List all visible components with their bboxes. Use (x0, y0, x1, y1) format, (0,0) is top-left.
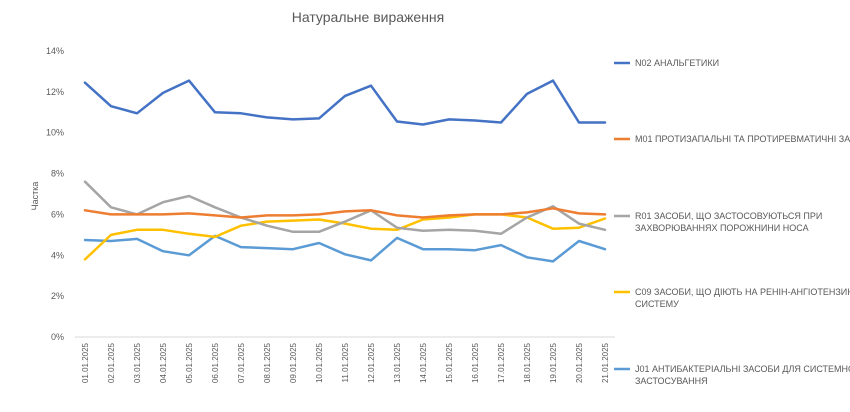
x-tick-label: 02.01.2025 (107, 342, 116, 383)
legend-label: N02 АНАЛЬГЕТИКИ (635, 58, 719, 68)
x-tick-label: 05.01.2025 (185, 342, 194, 383)
legend: N02 АНАЛЬГЕТИКИ M01 ПРОТИЗАПАЛЬНІ ТА ПРОТ… (614, 58, 850, 386)
legend-label: J01 АНТИБАКТЕРІАЛЬНІ ЗАСОБИ ДЛЯ СИСТЕМНО… (635, 364, 850, 374)
legend-label: R01 ЗАСОБИ, ЩО ЗАСТОСОВУЮТЬСЯ ПРИ (635, 211, 822, 221)
x-tick-label: 21.01.2025 (601, 342, 610, 383)
y-axis-title: Частка (30, 182, 40, 211)
x-tick-label: 12.01.2025 (367, 342, 376, 383)
x-tick-label: 08.01.2025 (263, 342, 272, 383)
x-tick-label: 18.01.2025 (523, 342, 532, 383)
x-tick-label: 17.01.2025 (497, 342, 506, 383)
x-tick-label: 14.01.2025 (419, 342, 428, 383)
x-tick-label: 15.01.2025 (445, 342, 454, 383)
x-tick-label: 03.01.2025 (133, 342, 142, 383)
series-line-4 (83, 213, 607, 261)
series-line-5 (83, 234, 607, 263)
x-tick-label: 11.01.2025 (341, 342, 350, 382)
y-tick-label: 6% (51, 209, 64, 219)
series-line-1 (83, 79, 607, 126)
legend-label: M01 ПРОТИЗАПАЛЬНІ ТА ПРОТИРЕВМАТИЧНІ ЗАС… (635, 134, 850, 144)
y-tick-label: 4% (51, 250, 64, 260)
legend-label: ЗАСТОСУВАННЯ (635, 376, 708, 386)
y-tick-label: 0% (51, 332, 64, 342)
y-tick-label: 2% (51, 291, 64, 301)
x-tick-label: 01.01.2025 (81, 342, 90, 383)
x-tick-label: 07.01.2025 (237, 342, 246, 383)
plot-area: 0% 2% 4% 6% 8% 10% 12% 14% 01.01.2025 02.01.2025 0… (46, 46, 615, 383)
legend-label: C09 ЗАСОБИ, ЩО ДІЮТЬ НА РЕНІН-АНГІОТЕНЗИ… (635, 287, 850, 297)
x-tick-label: 20.01.2025 (575, 342, 584, 383)
chart-title: Натуральне вираження (292, 9, 444, 25)
x-tick-label: 16.01.2025 (471, 342, 480, 383)
y-tick-label: 10% (46, 128, 64, 138)
x-tick-label: 19.01.2025 (549, 342, 558, 383)
series-line-3 (83, 180, 607, 236)
x-tick-label: 04.01.2025 (159, 342, 168, 383)
x-tick-label: 10.01.2025 (315, 342, 324, 383)
legend-label: ЗАХВОРЮВАННЯХ ПОРОЖНИНИ НОСА (635, 223, 809, 233)
series-line-2 (83, 207, 607, 219)
legend-label: СИСТЕМУ (635, 299, 679, 309)
y-tick-label: 8% (51, 169, 64, 179)
x-tick-label: 09.01.2025 (289, 342, 298, 383)
x-tick-label: 06.01.2025 (211, 342, 220, 383)
y-tick-label: 14% (46, 46, 64, 56)
y-tick-label: 12% (46, 87, 64, 97)
x-tick-label: 13.01.2025 (393, 342, 402, 383)
